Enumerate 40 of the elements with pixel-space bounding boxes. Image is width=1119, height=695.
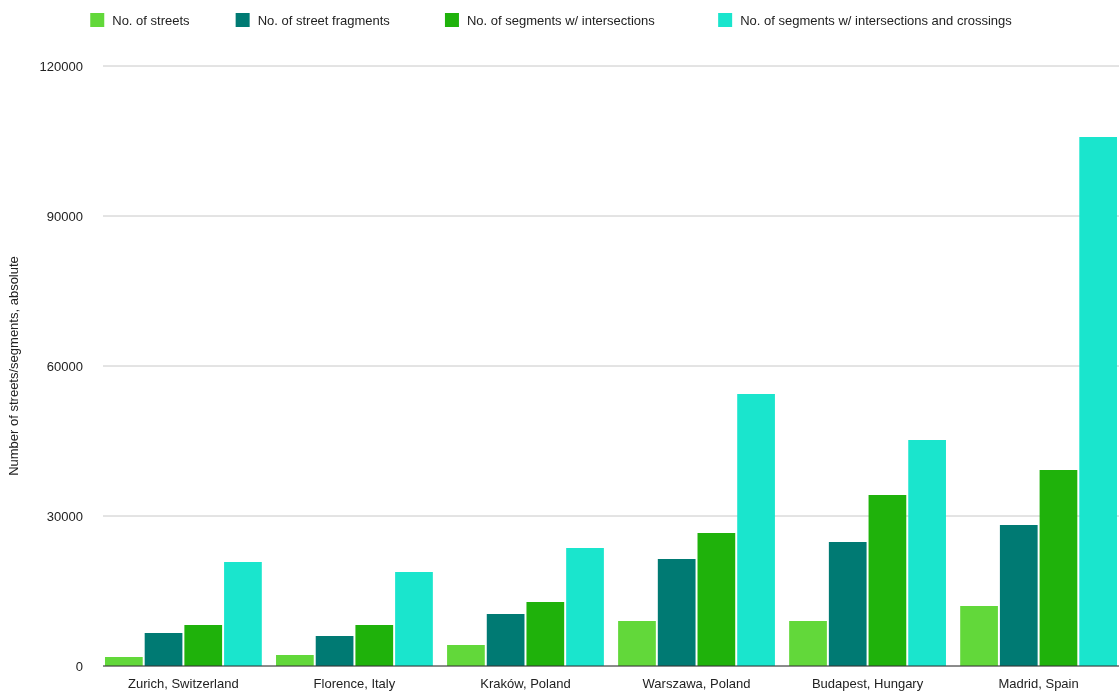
bar (1039, 470, 1078, 666)
bar (224, 562, 262, 666)
bar (789, 621, 827, 666)
y-tick-label: 60000 (46, 358, 83, 374)
bar (960, 606, 998, 666)
bar (737, 394, 775, 666)
y-tick-label: 90000 (46, 208, 83, 224)
legend-label: No. of segments w/ intersections and crossings (740, 12, 1013, 28)
bar (657, 559, 696, 666)
bar (395, 572, 433, 666)
x-tick-label: Zurich, Switzerland (128, 676, 239, 691)
y-tick-label: 0 (75, 658, 83, 674)
x-tick-label: Florence, Italy (313, 676, 396, 691)
bar (276, 655, 314, 666)
y-axis-title: Number of streets/segments, absolute (6, 256, 21, 476)
bar (486, 614, 525, 666)
bar (1079, 137, 1118, 666)
legend-label: No. of street fragments (257, 12, 391, 28)
bar (828, 542, 867, 666)
bar (566, 548, 604, 666)
y-tick-label: 120000 (39, 58, 83, 74)
x-tick-label: Budapest, Hungary (811, 676, 924, 691)
legend-label: No. of segments w/ intersections (466, 12, 656, 28)
x-tick-label: Kraków, Poland (480, 676, 571, 691)
bar (618, 621, 656, 666)
bar (697, 533, 736, 666)
bar (908, 440, 946, 666)
legend-label: No. of streets (112, 12, 191, 28)
bar (447, 645, 485, 666)
x-tick-label: Warszawa, Poland (642, 676, 751, 691)
bar (144, 633, 183, 666)
bar (355, 625, 394, 666)
y-tick-label: 30000 (46, 508, 83, 524)
bar (315, 636, 354, 666)
x-tick-label: Madrid, Spain (998, 676, 1079, 691)
bar (104, 657, 143, 666)
bar (999, 525, 1038, 666)
bar (184, 625, 223, 666)
bar (868, 495, 907, 666)
bar (526, 602, 565, 666)
